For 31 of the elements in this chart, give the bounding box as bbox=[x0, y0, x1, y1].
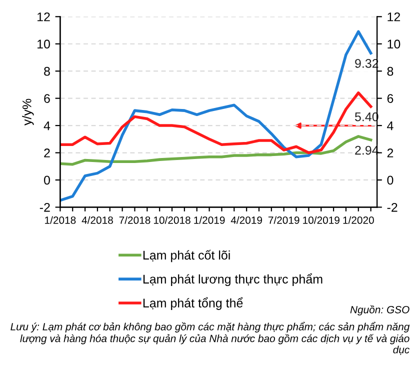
y2-tick-label: 6 bbox=[387, 94, 394, 103]
x-tick-label: 7/2019 bbox=[268, 216, 300, 224]
y2-tick-label: 8 bbox=[387, 66, 394, 76]
x-tick-label: 4/2019 bbox=[230, 216, 262, 224]
text: Nguồn: GSO bbox=[350, 305, 410, 316]
y-tick-label: 6 bbox=[44, 94, 50, 103]
legend-label: Lạm phát lương thực thực phẩm bbox=[143, 273, 322, 286]
x-tick-label: 10/2019 bbox=[303, 216, 340, 224]
y-tick-label: -2 bbox=[40, 203, 50, 212]
legend-label: Lạm phát cốt lõi bbox=[143, 250, 230, 262]
x-tick-label: 1/2020 bbox=[343, 216, 374, 224]
x-tick-label: 4/2018 bbox=[82, 216, 113, 224]
y-axis-title: y/y% bbox=[22, 98, 34, 126]
y2-tick-label: 4 bbox=[387, 121, 394, 130]
x-tick-label: 7/2018 bbox=[119, 216, 150, 224]
x-tick-label: 1/2019 bbox=[194, 216, 225, 224]
y-tick-label: 10 bbox=[38, 40, 50, 49]
text: Lưu ý: Lạm phát cơ bản không bao gồm các mặt hàng thực phẩm; các sản phẩm năng lượng và hàng hóa thuộc sự quản lý của Nhà nước bao gồm các dịch vụ y tế và giáo dục bbox=[10, 322, 410, 355]
y-tick-label: 8 bbox=[44, 66, 50, 76]
x-tick-label: 1/2018 bbox=[45, 216, 76, 224]
y-tick-label: 12 bbox=[38, 12, 50, 22]
y2-tick-label: 12 bbox=[388, 12, 400, 22]
y-tick-label: 2 bbox=[44, 148, 50, 158]
y2-tick-label: -2 bbox=[387, 203, 398, 212]
y2-tick-label: 0 bbox=[387, 176, 394, 185]
y2-tick-label: 10 bbox=[388, 40, 400, 49]
y-tick-label: 4 bbox=[44, 121, 50, 130]
x-tick-label: 10/2018 bbox=[154, 216, 190, 224]
y2-tick-label: 2 bbox=[387, 148, 394, 158]
legend-label: Lạm phát tổng thể bbox=[143, 297, 243, 310]
y-tick-label: 0 bbox=[44, 176, 50, 185]
